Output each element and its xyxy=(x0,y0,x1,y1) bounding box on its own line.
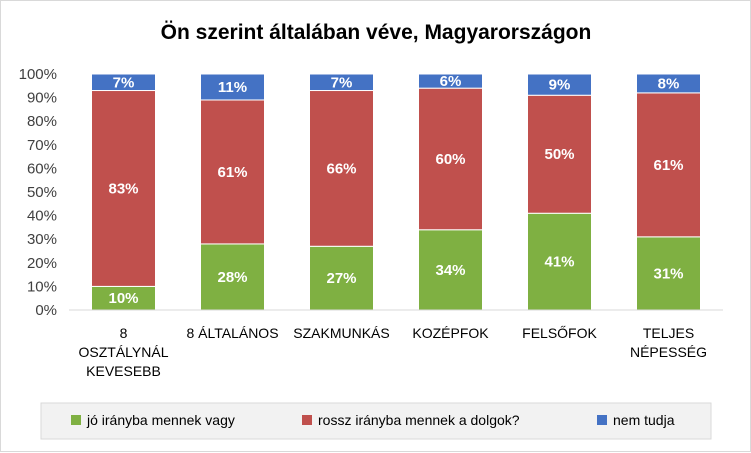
data-label: 34% xyxy=(435,262,465,279)
bar-segment xyxy=(309,245,374,311)
x-tick-label-line: KOZÉPFOK xyxy=(412,325,489,341)
y-tick-label: 40% xyxy=(27,208,57,225)
data-label: 7% xyxy=(113,74,135,91)
bar-segment xyxy=(91,73,156,92)
chart-title: Ön szerint általában véve, Magyarországo… xyxy=(161,21,592,44)
bar-segment xyxy=(527,94,592,214)
x-tick-label-line: 8 xyxy=(120,325,128,341)
y-tick-label: 100% xyxy=(19,66,57,83)
data-label: 8% xyxy=(658,75,680,92)
x-tick-label: SZAKMUNKÁS xyxy=(293,325,389,341)
y-tick-label: 60% xyxy=(27,160,57,177)
x-tick-label: KOZÉPFOK xyxy=(412,325,489,341)
legend-label: nem tudja xyxy=(613,412,675,428)
legend-label: rossz irányba mennek a dolgok? xyxy=(318,412,520,428)
bars: 10% 83% 7% 28% 61% 11% 27% 66% 7% 34% 60% 6% 41% 50% 9… xyxy=(91,73,701,311)
bar-segment xyxy=(636,92,701,238)
bar-segment xyxy=(636,236,701,311)
bar-segment xyxy=(91,90,156,287)
bar-segment xyxy=(309,73,374,92)
bar-segment xyxy=(200,243,265,311)
x-tick-label: 8 ÁLTALÁNOS xyxy=(186,325,278,341)
y-tick-label: 30% xyxy=(27,231,57,248)
bar-segment xyxy=(200,99,265,245)
y-axis: 0% 10% 20% 30% 40% 50% 60% 70% 80% 90% 100% xyxy=(19,66,57,319)
bar-segment xyxy=(200,73,265,101)
y-tick-label: 90% xyxy=(27,90,57,107)
data-label: 61% xyxy=(217,164,247,181)
x-tick-label: 8 OSZTÁLYNÁL KEVESEBB xyxy=(79,325,169,379)
legend-label: jó irányba mennek vagy xyxy=(86,412,235,428)
data-label: 61% xyxy=(653,157,683,174)
data-label: 10% xyxy=(108,290,138,307)
data-label: 83% xyxy=(108,180,138,197)
x-tick-label-line: 8 ÁLTALÁNOS xyxy=(186,325,278,341)
y-tick-label: 0% xyxy=(35,302,57,319)
y-tick-label: 10% xyxy=(27,278,57,295)
legend-swatch xyxy=(302,415,312,425)
x-axis: 8 OSZTÁLYNÁL KEVESEBB 8 ÁLTALÁNOS SZAKMUNKÁS… xyxy=(69,309,723,379)
x-tick-label: TELJES NÉPESSÉG xyxy=(630,325,707,360)
x-tick-label-line: SZAKMUNKÁS xyxy=(293,325,389,341)
data-label: 60% xyxy=(435,151,465,168)
data-label: 11% xyxy=(218,79,247,96)
data-label: 6% xyxy=(440,73,462,90)
y-tick-label: 50% xyxy=(27,184,57,201)
bar-segment xyxy=(418,87,483,231)
bar-segment xyxy=(527,73,592,96)
data-label: 27% xyxy=(326,270,356,287)
data-label: 9% xyxy=(549,77,571,94)
x-tick-label: FELSŐFOK xyxy=(522,325,597,341)
x-tick-label-line: KEVESEBB xyxy=(86,363,161,379)
bar-segment xyxy=(309,90,374,247)
y-tick-label: 20% xyxy=(27,255,57,272)
data-label: 31% xyxy=(653,265,683,282)
x-tick-label-line: OSZTÁLYNÁL xyxy=(79,344,169,360)
y-tick-label: 70% xyxy=(27,137,57,154)
bar-segment xyxy=(636,73,701,94)
x-tick-label-line: TELJES xyxy=(643,325,694,341)
legend-box xyxy=(40,402,712,440)
bar-segment xyxy=(418,73,483,89)
data-label: 7% xyxy=(331,74,353,91)
legend: jó irányba mennek vagy rossz irányba menn… xyxy=(71,412,675,428)
data-label: 41% xyxy=(544,254,574,271)
y-tick-label: 80% xyxy=(27,113,57,130)
legend-swatch xyxy=(71,415,81,425)
data-label: 66% xyxy=(326,160,356,177)
data-label: 50% xyxy=(544,146,574,163)
legend-swatch xyxy=(597,415,607,425)
data-label: 28% xyxy=(217,269,247,286)
x-tick-label-line: FELSŐFOK xyxy=(522,325,597,341)
x-tick-label-line: NÉPESSÉG xyxy=(630,344,707,360)
